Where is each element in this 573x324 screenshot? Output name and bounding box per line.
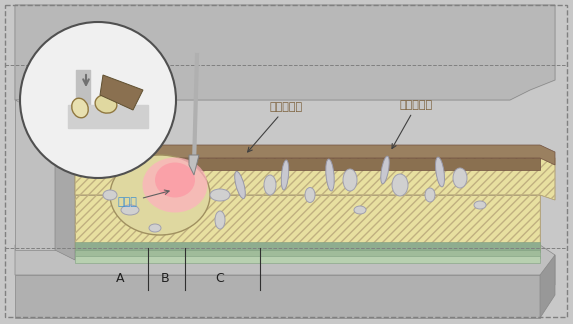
Ellipse shape [354,206,366,214]
Ellipse shape [343,169,357,191]
Ellipse shape [453,168,467,188]
Polygon shape [75,145,555,165]
Ellipse shape [155,163,195,198]
Ellipse shape [281,160,289,190]
Polygon shape [75,158,540,170]
Polygon shape [15,275,540,318]
Polygon shape [75,242,540,252]
Circle shape [20,22,176,178]
Ellipse shape [235,171,245,199]
Ellipse shape [143,157,207,213]
Polygon shape [189,155,199,175]
Ellipse shape [305,188,315,202]
Ellipse shape [326,159,334,191]
Ellipse shape [149,224,161,232]
Ellipse shape [392,174,408,196]
Polygon shape [75,256,540,263]
Ellipse shape [264,175,276,195]
Ellipse shape [381,156,389,184]
Polygon shape [540,255,555,318]
Polygon shape [15,100,55,250]
Polygon shape [75,250,540,258]
Polygon shape [15,245,555,285]
Ellipse shape [110,155,210,235]
Polygon shape [100,75,143,110]
Ellipse shape [72,98,88,118]
Ellipse shape [95,95,117,113]
Text: 凳固スラグ: 凳固スラグ [392,100,433,148]
Ellipse shape [435,157,445,187]
Polygon shape [75,195,540,250]
Ellipse shape [474,201,486,209]
Ellipse shape [210,189,230,201]
Ellipse shape [103,190,117,200]
Text: A: A [116,272,124,284]
Text: C: C [215,272,225,284]
Ellipse shape [121,205,139,215]
Polygon shape [75,150,555,200]
Polygon shape [15,100,75,110]
Ellipse shape [215,211,225,229]
Text: B: B [160,272,169,284]
Ellipse shape [425,188,435,202]
Polygon shape [68,105,148,128]
Polygon shape [15,5,555,100]
Text: アーク: アーク [118,190,169,207]
Polygon shape [55,100,75,260]
Text: 溶融スラグ: 溶融スラグ [248,102,303,152]
